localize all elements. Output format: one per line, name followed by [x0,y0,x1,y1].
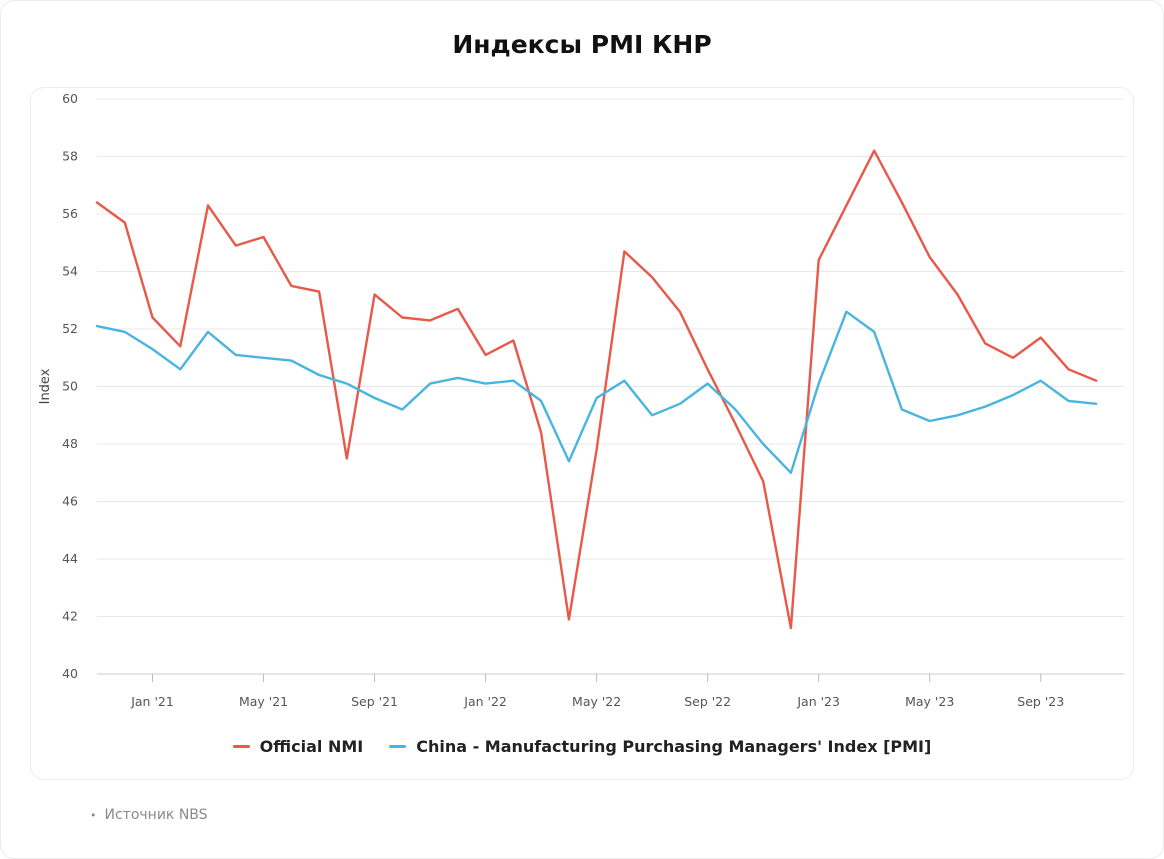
y-tick-label-48: 48 [62,436,78,451]
source-note: • Источник NBS [90,807,208,823]
source-text: Источник NBS [104,807,208,823]
y-tick-label-52: 52 [62,321,78,336]
chart-title: Индексы PMI КНР [452,30,712,59]
legend-item-manufacturing-pmi[interactable]: China - Manufacturing Purchasing Manager… [389,737,931,756]
y-tick-label-46: 46 [62,494,78,509]
y-tick-label-54: 54 [62,264,78,279]
x-tick-label-8: Sep '23 [1017,694,1064,709]
y-tick-label-42: 42 [62,609,78,624]
legend-swatch-manufacturing-pmi [389,745,407,748]
series-line-1 [95,310,1098,474]
y-tick-label-50: 50 [62,379,78,394]
x-tick-label-3: Jan '22 [463,694,507,709]
y-axis-title: Index [38,368,53,404]
series-line-0 [95,149,1098,630]
x-tick-label-2: Sep '21 [351,694,398,709]
legend-swatch-official-nmi [232,745,250,748]
y-tick-label-58: 58 [62,149,78,164]
legend: Official NMI China - Manufacturing Purch… [0,737,1164,756]
x-tick-label-0: Jan '21 [130,694,174,709]
x-tick-label-5: Sep '22 [684,694,731,709]
y-tick-label-60: 60 [62,91,78,106]
legend-label-official-nmi: Official NMI [259,737,364,756]
x-tick-label-6: Jan '23 [796,694,840,709]
legend-item-official-nmi[interactable]: Official NMI [232,737,364,756]
x-tick-label-7: May '23 [905,694,954,709]
y-tick-label-44: 44 [62,551,78,566]
x-tick-label-1: May '21 [239,694,288,709]
bullet-icon: • [90,809,97,822]
x-tick-label-4: May '22 [572,694,621,709]
y-tick-label-40: 40 [62,666,78,681]
y-tick-label-56: 56 [62,206,78,221]
legend-label-manufacturing-pmi: China - Manufacturing Purchasing Manager… [416,737,932,756]
